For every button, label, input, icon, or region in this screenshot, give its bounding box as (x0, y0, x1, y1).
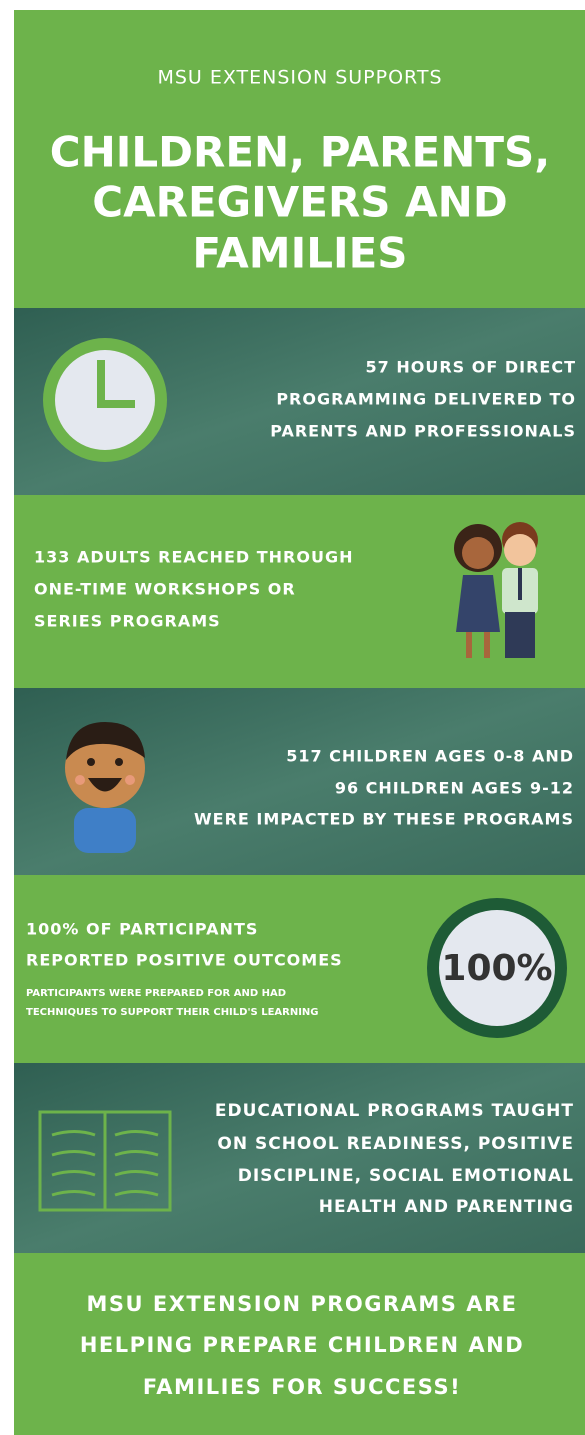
percent-badge (427, 898, 567, 1038)
note-text: PARTICIPANTS WERE PREPARED FOR AND HAD (26, 988, 286, 999)
stat-text: DISCIPLINE, SOCIAL EMOTIONAL (238, 1166, 574, 1186)
couple-icon (454, 522, 538, 658)
book-icon (38, 1110, 172, 1212)
stat-text: HEALTH AND PARENTING (319, 1197, 574, 1217)
stat-text: 133 ADULTS REACHED THROUGH (34, 548, 353, 567)
footer-text: FAMILIES FOR SUCCESS! (143, 1375, 461, 1399)
band (14, 1063, 585, 1253)
stat-text: PROGRAMMING DELIVERED TO (276, 390, 576, 409)
stat-text: WERE IMPACTED BY THESE PROGRAMS (194, 810, 574, 829)
kicker: MSU EXTENSION SUPPORTS (157, 67, 442, 89)
footer-text: MSU EXTENSION PROGRAMS ARE (86, 1292, 517, 1316)
clock-icon (43, 338, 167, 462)
badge-text: 100% (441, 948, 552, 989)
title: FAMILIES (192, 229, 407, 278)
stat-text: 96 CHILDREN AGES 9-12 (335, 779, 574, 798)
note-text: TECHNIQUES TO SUPPORT THEIR CHILD'S LEAR… (26, 1007, 319, 1018)
stat-text: 100% OF PARTICIPANTS (26, 920, 258, 939)
stat-text: SERIES PROGRAMS (34, 612, 221, 631)
footer-text: HELPING PREPARE CHILDREN AND (80, 1333, 524, 1357)
title: CAREGIVERS AND (92, 178, 507, 227)
title: CHILDREN, PARENTS, (50, 128, 550, 177)
stat-text: ONE-TIME WORKSHOPS OR (34, 580, 296, 599)
stat-text: 57 HOURS OF DIRECT (366, 358, 576, 377)
stat-text: REPORTED POSITIVE OUTCOMES (26, 951, 343, 970)
stat-text: 517 CHILDREN AGES 0-8 AND (286, 747, 574, 766)
stat-text: PARENTS AND PROFESSIONALS (270, 422, 576, 441)
stat-text: ON SCHOOL READINESS, POSITIVE (217, 1134, 574, 1154)
stat-text: EDUCATIONAL PROGRAMS TAUGHT (215, 1101, 574, 1121)
child-icon (65, 722, 145, 853)
